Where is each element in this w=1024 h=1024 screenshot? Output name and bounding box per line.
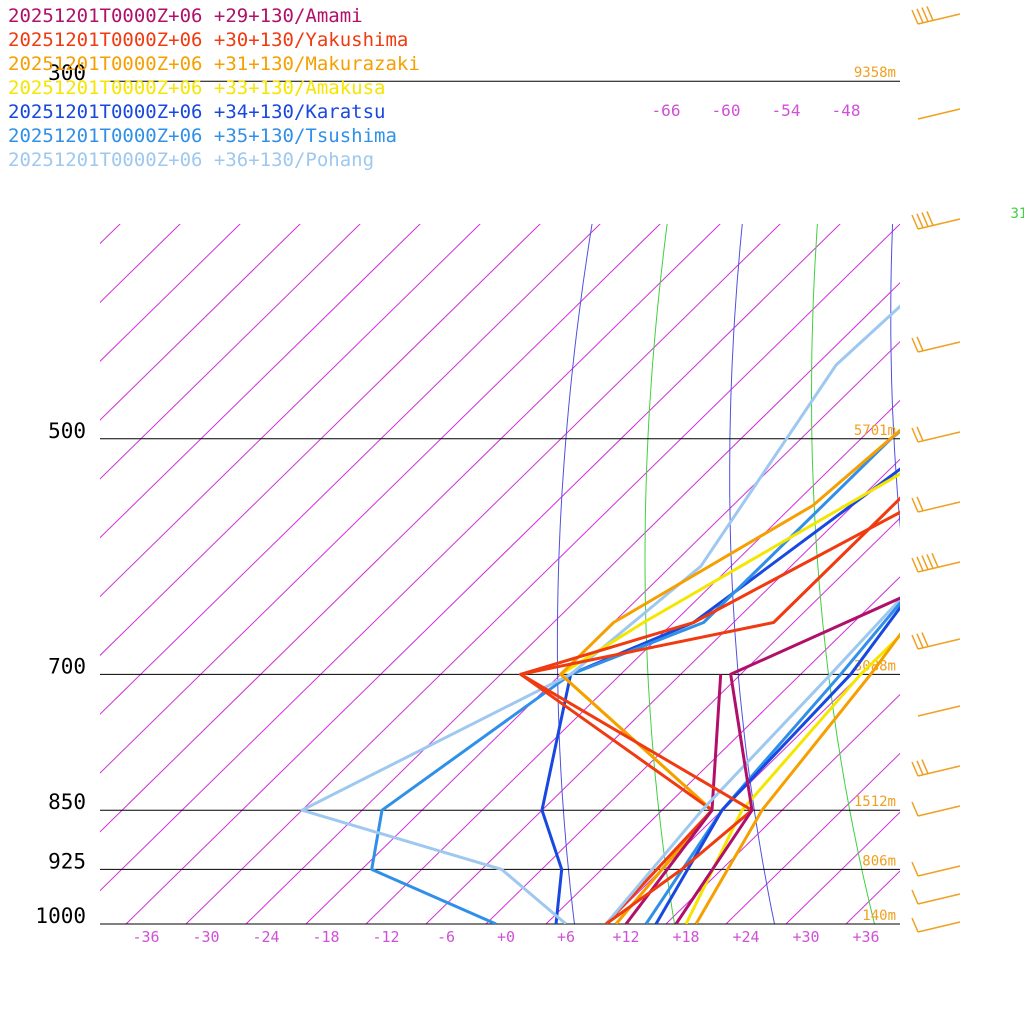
theta-line <box>890 224 900 530</box>
dewpoint-lines <box>300 304 900 924</box>
legend-entry: 20251201T0000Z+06 +29+130/Amami <box>8 5 363 27</box>
isotherm-line <box>545 576 900 924</box>
isotherm-line <box>100 224 541 657</box>
temperature-tick-label: -30 <box>192 928 219 946</box>
temperature-line <box>644 600 900 924</box>
pressure-label: 1000 <box>35 904 86 928</box>
isotherm-line <box>485 517 900 924</box>
upper-temp-label: -48 <box>832 101 861 120</box>
dewpoint-line <box>540 467 900 924</box>
height-labels: 16372m13885m12044m10551m9358m5701m3088m1… <box>854 65 896 924</box>
pressure-label: 300 <box>48 61 86 85</box>
isotherm-line <box>605 635 900 924</box>
height-label: 140m <box>862 908 896 924</box>
legend-entry: 20251201T0000Z+06 +31+130/Makurazaki <box>8 53 420 75</box>
temperature-line <box>684 633 900 924</box>
wind-barb-icon <box>911 632 961 650</box>
pressure-label: 850 <box>48 790 86 814</box>
upper-temp-label: -54 <box>772 101 801 120</box>
wind-barb-icon <box>911 336 961 353</box>
pressure-label: 925 <box>48 849 86 873</box>
height-label: 5701m <box>854 423 896 439</box>
temperature-tick-label: -24 <box>252 928 279 946</box>
wind-barb-icon <box>911 426 961 443</box>
temperature-tick-labels: -36 -30 -24 -18 -12 -6 +0 +6 +12 +18 +24 +30 +36 <box>132 928 879 946</box>
temperature-tick-label: +24 <box>732 928 759 946</box>
isotherm-line <box>100 224 721 833</box>
wind-barb-icon <box>911 6 961 25</box>
temperature-tick-label: +18 <box>672 928 699 946</box>
legend-entry: 20251201T0000Z+06 +34+130/Karatsu <box>8 101 386 123</box>
height-label: 1512m <box>854 794 896 810</box>
isotherm-line <box>785 811 900 924</box>
temperature-line <box>674 596 900 924</box>
temperature-tick-label: +30 <box>792 928 819 946</box>
wind-barb-icon <box>911 801 961 817</box>
isotherm-line <box>906 0 1024 924</box>
dewpoint-line <box>300 304 900 924</box>
temperature-lines <box>519 496 900 924</box>
isotherm-line <box>365 399 900 924</box>
temperature-tick-label: +12 <box>612 928 639 946</box>
temperature-line <box>604 597 900 924</box>
wind-barb-icon <box>911 211 961 230</box>
wind-barb-icon <box>911 496 961 513</box>
wind-barb-icon <box>911 759 961 777</box>
temperature-tick-label: -18 <box>312 928 339 946</box>
temperature-tick-label: -12 <box>372 928 399 946</box>
isotherm-line <box>100 224 781 892</box>
legend-entry: 20251201T0000Z+06 +35+130/Tsushima <box>8 125 397 147</box>
isotherm-line <box>185 224 900 924</box>
pressure-label: 700 <box>48 654 86 678</box>
pressure-label: 500 <box>48 419 86 443</box>
wind-barb-icon <box>911 889 961 905</box>
theta-label: 310 <box>1010 206 1024 222</box>
isotherm-line <box>425 458 900 924</box>
height-label: 9358m <box>854 65 896 81</box>
temperature-line <box>519 496 900 924</box>
dewpoint-line <box>624 674 723 924</box>
theta-line <box>968 0 1024 924</box>
legend: 20251201T0000Z+06 +29+130/Amami 20251201T… <box>8 4 420 172</box>
upper-temp-label: -60 <box>712 101 741 120</box>
legend-entry: 20251201T0000Z+06 +36+130/Pohang <box>8 149 375 171</box>
temperature-tick-label: +36 <box>852 928 879 946</box>
isotherm-line <box>125 224 841 924</box>
isotherm-line <box>100 224 601 715</box>
wind-barb-icon <box>917 108 961 120</box>
temperature-line <box>694 632 900 924</box>
temperature-tick-label: +6 <box>557 928 575 946</box>
wind-barb-icon <box>911 861 961 877</box>
theta-labels: 310320330340350360370380390400410 <box>1010 206 1024 222</box>
temperature-tick-label: +0 <box>497 928 515 946</box>
height-label: 806m <box>862 853 896 869</box>
temperature-line <box>654 605 900 924</box>
temperature-tick-label: -36 <box>132 928 159 946</box>
isotherm-line <box>100 224 661 774</box>
temperature-tick-label: -6 <box>437 928 455 946</box>
theta-line <box>729 224 775 924</box>
upper-temp-labels: -66 -60 -54 -48 <box>652 101 861 120</box>
legend-entry: 20251201T0000Z+06 +30+130/Yakushima <box>8 29 409 51</box>
isotherm-line <box>845 870 900 924</box>
wind-barbs <box>911 6 961 933</box>
theta-line <box>810 224 875 924</box>
wind-barb-icon <box>911 552 961 573</box>
upper-temp-label: -66 <box>652 101 681 120</box>
isotherm-line <box>245 282 900 924</box>
wind-barb-icon <box>917 705 961 717</box>
pressure-tick-labels: 1001502002503005007008509251000 <box>35 61 86 928</box>
legend-entry: 20251201T0000Z+06 +33+130/Amakusa <box>8 77 386 99</box>
dewpoint-line <box>370 429 900 924</box>
pressure-level-lines <box>100 80 900 925</box>
wind-barb-icon <box>911 917 961 933</box>
